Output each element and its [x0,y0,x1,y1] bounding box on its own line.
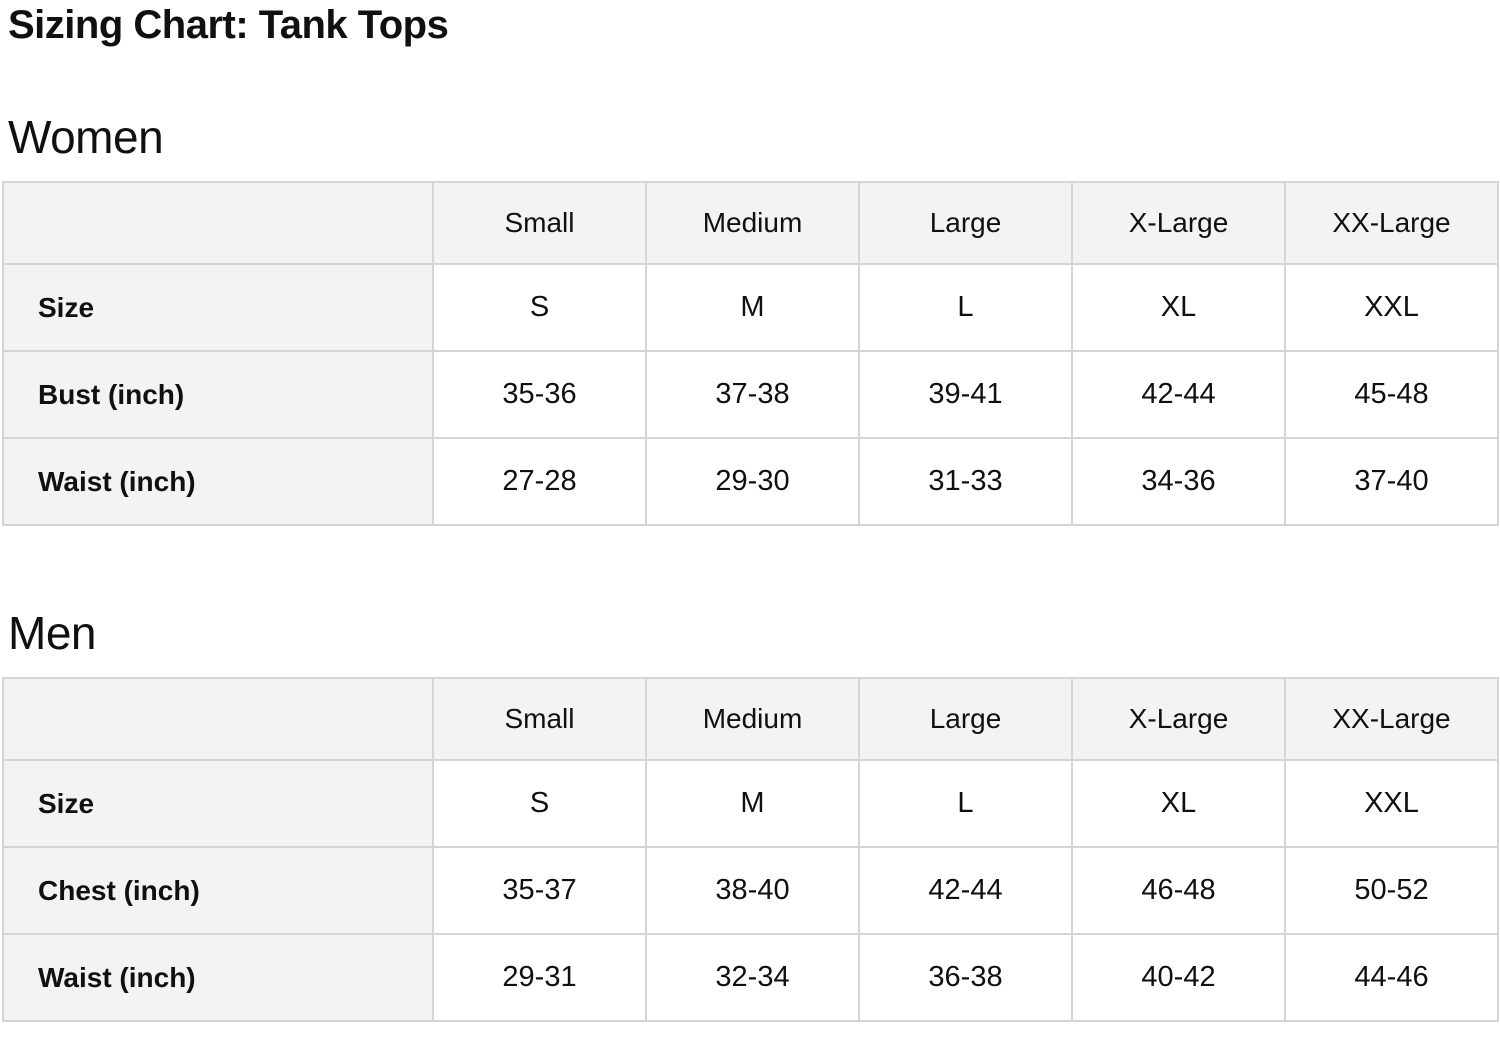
women-bust-value: 42-44 [1071,350,1286,440]
women-size-value: L [858,263,1073,353]
women-size-row: Size S M L XL XXL [2,263,1499,353]
men-row-label-size: Size [2,759,434,849]
men-chest-value: 38-40 [645,846,860,936]
men-column-header-large: Large [858,677,1073,762]
men-chest-value: 50-52 [1284,846,1499,936]
men-chest-value: 42-44 [858,846,1073,936]
men-size-value: M [645,759,860,849]
men-chest-row: Chest (inch) 35-37 38-40 42-44 46-48 50-… [2,846,1499,936]
women-bust-row: Bust (inch) 35-36 37-38 39-41 42-44 45-4… [2,350,1499,440]
men-corner-cell [2,677,434,762]
section-heading-men: Men [8,607,96,660]
women-sizing-table: Small Medium Large X-Large XX-Large Size… [2,181,1499,527]
women-row-label-bust: Bust (inch) [2,350,434,440]
men-size-value: L [858,759,1073,849]
women-bust-value: 45-48 [1284,350,1499,440]
women-waist-value: 31-33 [858,437,1073,527]
men-waist-value: 32-34 [645,933,860,1023]
men-chest-value: 35-37 [432,846,647,936]
men-size-row: Size S M L XL XXL [2,759,1499,849]
men-column-header-medium: Medium [645,677,860,762]
men-waist-row: Waist (inch) 29-31 32-34 36-38 40-42 44-… [2,933,1499,1023]
women-corner-cell [2,181,434,266]
section-heading-women: Women [8,111,164,163]
women-column-header-x-large: X-Large [1071,181,1286,266]
women-size-value: XXL [1284,263,1499,353]
page-title: Sizing Chart: Tank Tops [8,3,449,47]
women-column-header-large: Large [858,181,1073,266]
women-column-header-xx-large: XX-Large [1284,181,1499,266]
women-bust-value: 37-38 [645,350,860,440]
men-size-value: XXL [1284,759,1499,849]
men-chest-value: 46-48 [1071,846,1286,936]
women-size-value: S [432,263,647,353]
women-size-value: M [645,263,860,353]
women-waist-value: 37-40 [1284,437,1499,527]
men-size-value: XL [1071,759,1286,849]
men-row-label-chest: Chest (inch) [2,846,434,936]
women-header-row: Small Medium Large X-Large XX-Large [2,181,1499,266]
men-row-label-waist: Waist (inch) [2,933,434,1023]
women-row-label-size: Size [2,263,434,353]
women-size-value: XL [1071,263,1286,353]
women-row-label-waist: Waist (inch) [2,437,434,527]
men-column-header-small: Small [432,677,647,762]
men-header-row: Small Medium Large X-Large XX-Large [2,677,1499,762]
women-waist-value: 27-28 [432,437,647,527]
women-column-header-small: Small [432,181,647,266]
men-sizing-table: Small Medium Large X-Large XX-Large Size… [2,677,1499,1023]
men-waist-value: 36-38 [858,933,1073,1023]
women-column-header-medium: Medium [645,181,860,266]
women-waist-value: 34-36 [1071,437,1286,527]
men-waist-value: 29-31 [432,933,647,1023]
men-waist-value: 44-46 [1284,933,1499,1023]
men-waist-value: 40-42 [1071,933,1286,1023]
men-column-header-xx-large: XX-Large [1284,677,1499,762]
women-bust-value: 39-41 [858,350,1073,440]
men-column-header-x-large: X-Large [1071,677,1286,762]
women-waist-row: Waist (inch) 27-28 29-30 31-33 34-36 37-… [2,437,1499,527]
women-bust-value: 35-36 [432,350,647,440]
men-size-value: S [432,759,647,849]
women-waist-value: 29-30 [645,437,860,527]
